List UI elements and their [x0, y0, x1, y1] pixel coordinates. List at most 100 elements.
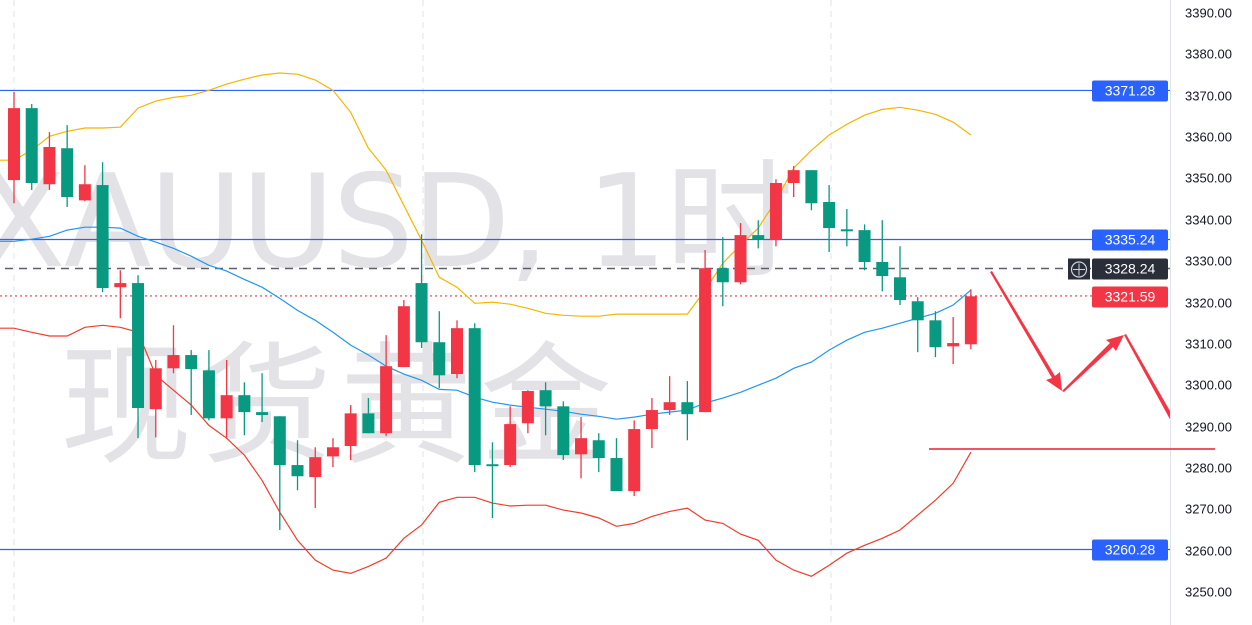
price-tick: 3330.00 [1185, 253, 1232, 269]
candle[interactable] [787, 166, 800, 198]
candle-body [291, 465, 304, 477]
bollinger-upper-line [0, 72, 972, 317]
candle[interactable] [663, 376, 676, 416]
candle[interactable] [734, 223, 747, 285]
candle-body [911, 301, 924, 321]
candle-body [167, 355, 180, 369]
candle[interactable] [149, 360, 162, 438]
candle[interactable] [25, 103, 38, 191]
candle[interactable] [167, 325, 180, 374]
candle[interactable] [628, 420, 641, 497]
candle-body [344, 413, 357, 447]
candle-body [645, 410, 658, 430]
candle[interactable] [964, 289, 977, 350]
candle[interactable] [911, 297, 924, 353]
candle-body [256, 412, 269, 416]
candle-body [451, 328, 463, 375]
candle[interactable] [451, 320, 463, 379]
candle-body [575, 438, 588, 455]
candle[interactable] [185, 350, 198, 416]
candle[interactable] [769, 179, 782, 247]
candle[interactable] [539, 382, 552, 436]
candle[interactable] [929, 311, 942, 358]
arrow-up[interactable] [1062, 335, 1124, 392]
candle[interactable] [681, 381, 694, 441]
candle-body [380, 366, 393, 434]
candle[interactable] [433, 311, 446, 389]
price-tick: 3250.00 [1185, 584, 1232, 600]
candle[interactable] [752, 220, 765, 249]
candle[interactable] [291, 440, 304, 491]
candle[interactable] [805, 170, 818, 211]
candle[interactable] [362, 398, 375, 434]
candle-body [610, 458, 623, 492]
candle[interactable] [557, 401, 570, 461]
price-tick: 3350.00 [1185, 170, 1232, 186]
candle-body [805, 170, 818, 204]
candle[interactable] [96, 162, 109, 293]
candle-body [681, 402, 694, 415]
candle[interactable] [858, 224, 871, 271]
candle[interactable] [592, 433, 605, 473]
candle[interactable] [202, 350, 215, 421]
crosshair-button[interactable] [1068, 258, 1090, 280]
candle-body [964, 296, 977, 345]
price-axis[interactable]: 3390.00 3380.00 3370.00 3360.00 3350.00 3340.… [1170, 0, 1252, 625]
candle-body [840, 229, 853, 232]
candle[interactable] [894, 246, 906, 306]
candle-body [947, 343, 960, 347]
candle[interactable] [610, 438, 623, 492]
price-tick: 3290.00 [1185, 419, 1232, 435]
candle[interactable] [823, 185, 836, 253]
candle[interactable] [947, 316, 960, 365]
candle-body [468, 328, 481, 466]
price-tick: 3270.00 [1185, 501, 1232, 517]
candlestick-chart[interactable] [0, 0, 1170, 625]
price-tick: 3390.00 [1185, 5, 1232, 21]
candle[interactable] [504, 406, 517, 468]
candle-body [628, 429, 641, 492]
candle[interactable] [43, 132, 56, 191]
candle[interactable] [78, 165, 91, 202]
candle[interactable] [8, 91, 20, 204]
candle[interactable] [521, 390, 534, 434]
arrow-down-1[interactable] [990, 271, 1062, 391]
candle[interactable] [309, 447, 322, 509]
candle[interactable] [238, 382, 251, 436]
candle-body [521, 391, 534, 424]
candle-body [238, 395, 251, 413]
candle-body [592, 440, 605, 459]
candle-body [415, 283, 428, 343]
candle[interactable] [326, 438, 339, 468]
arrow-down-2[interactable] [1124, 334, 1170, 448]
candle[interactable] [468, 323, 481, 473]
candle-body [716, 268, 729, 283]
candle[interactable] [699, 249, 712, 413]
candle[interactable] [876, 220, 889, 292]
candle-body [433, 342, 446, 376]
candle[interactable] [114, 270, 127, 319]
price-tick: 3320.00 [1185, 295, 1232, 311]
candle[interactable] [486, 442, 499, 519]
price-label-resistance-high: 3371.28 [1092, 80, 1168, 102]
candle[interactable] [61, 125, 74, 207]
candle[interactable] [273, 416, 286, 530]
candle-body [663, 402, 676, 411]
candle[interactable] [256, 373, 269, 423]
candle[interactable] [344, 405, 357, 461]
candle[interactable] [220, 360, 233, 438]
candle[interactable] [575, 417, 588, 479]
candle-body [220, 395, 233, 419]
candle[interactable] [645, 398, 658, 449]
candle[interactable] [415, 234, 428, 349]
price-tick: 3280.00 [1185, 460, 1232, 476]
candle[interactable] [380, 335, 393, 437]
candle[interactable] [132, 275, 145, 439]
candle[interactable] [716, 237, 729, 307]
candle-body [539, 390, 552, 407]
candle[interactable] [840, 209, 853, 247]
candle-body [273, 416, 286, 466]
candle-body [504, 424, 517, 466]
candle-body [185, 355, 198, 370]
candle[interactable] [397, 300, 410, 368]
